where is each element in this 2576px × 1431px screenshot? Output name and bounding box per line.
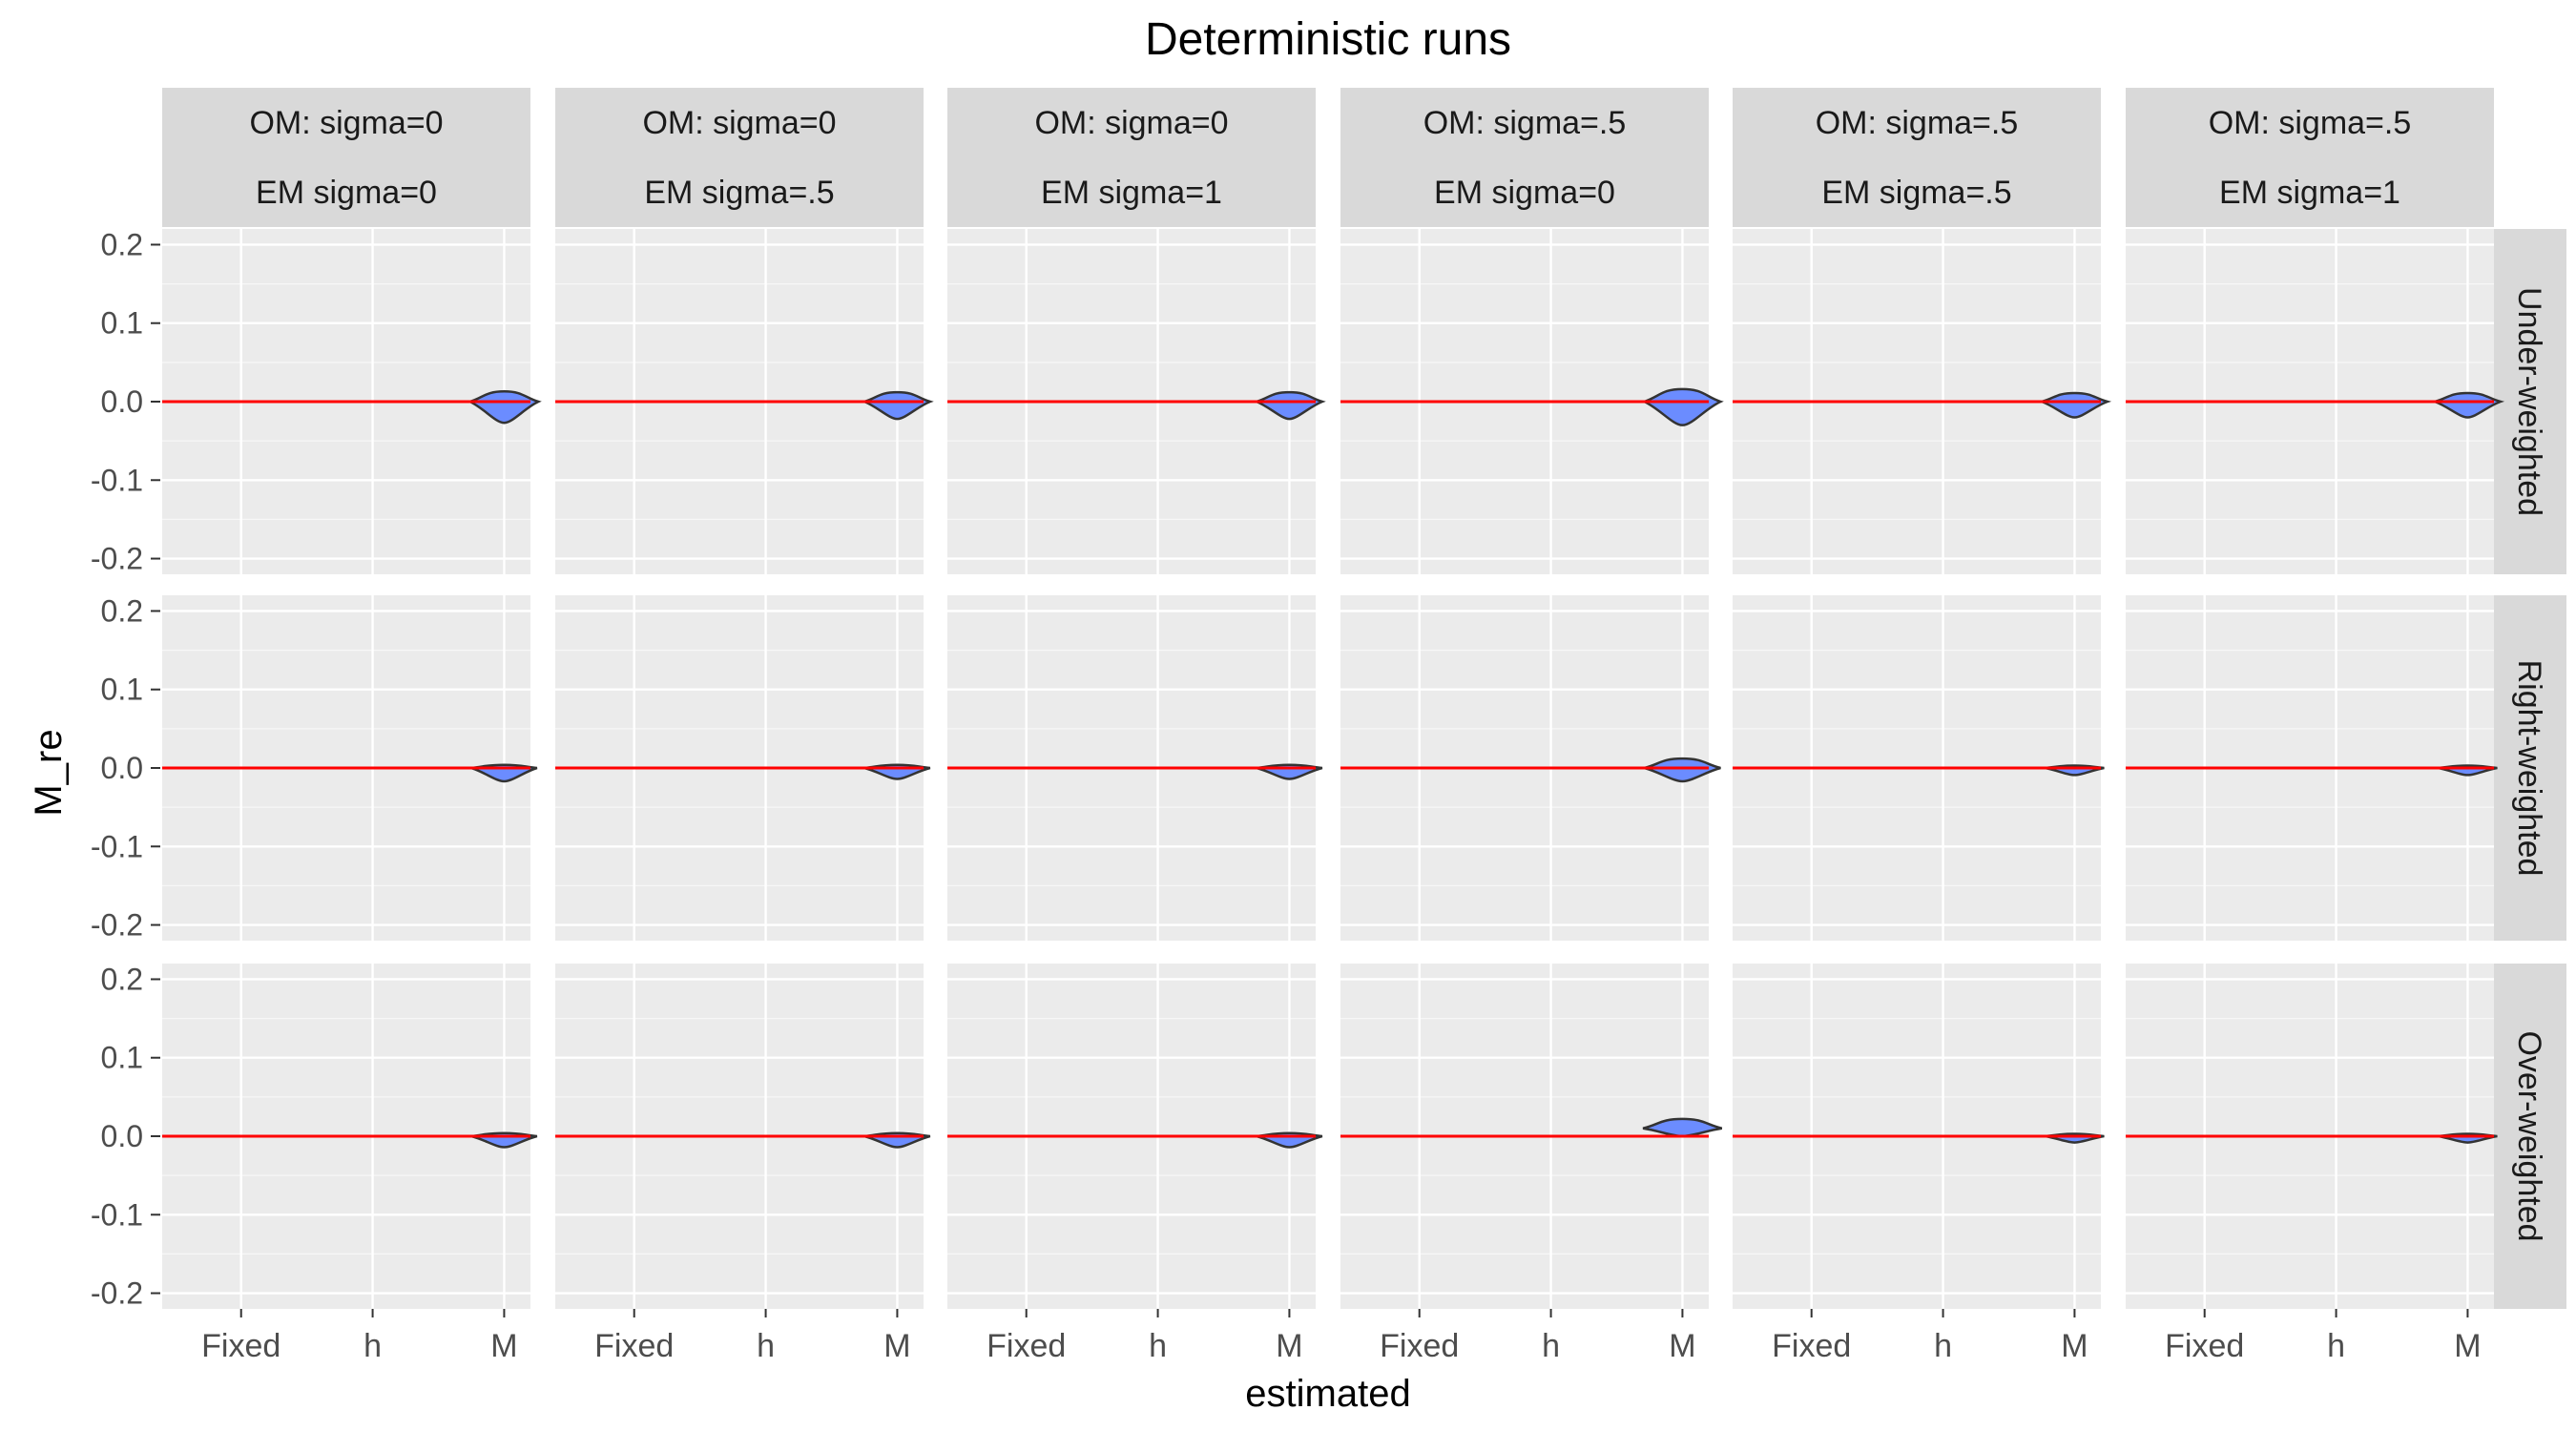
x-tick-label: h — [1542, 1328, 1560, 1364]
x-tick-label: M — [2061, 1328, 2088, 1364]
col-strip-em-label: EM sigma=.5 — [1821, 175, 2011, 211]
col-strip-em-label: EM sigma=0 — [256, 175, 437, 211]
x-tick-label: h — [757, 1328, 775, 1364]
x-tick-label: Fixed — [2165, 1328, 2244, 1364]
col-strip-em-label: EM sigma=0 — [1434, 175, 1615, 211]
x-tick-label: Fixed — [201, 1328, 280, 1364]
row-strip-label: Under-weighted — [2511, 287, 2547, 516]
row-strip-label: Right-weighted — [2511, 660, 2547, 877]
violin-m — [1253, 390, 1326, 421]
violin-m — [1641, 387, 1724, 426]
y-tick-label: 0.0 — [101, 751, 143, 785]
y-axis-title: M_re — [28, 729, 70, 816]
x-tick-label: Fixed — [987, 1328, 1066, 1364]
x-tick-label: M — [1276, 1328, 1302, 1364]
x-tick-label: h — [2327, 1328, 2345, 1364]
col-strip-om-label: OM: sigma=.5 — [1423, 105, 1627, 141]
col-strip-om-label: OM: sigma=0 — [642, 105, 836, 141]
violin-m — [2037, 391, 2112, 419]
y-tick-label: -0.1 — [91, 829, 143, 863]
col-strip-om-label: OM: sigma=.5 — [2209, 105, 2412, 141]
y-tick-label: -0.2 — [91, 542, 143, 576]
x-tick-label: Fixed — [1380, 1328, 1459, 1364]
y-tick-label: 0.2 — [101, 962, 143, 996]
x-tick-label: M — [2454, 1328, 2481, 1364]
x-tick-label: h — [1934, 1328, 1952, 1364]
x-tick-label: M — [883, 1328, 910, 1364]
y-tick-label: 0.0 — [101, 1119, 143, 1153]
y-tick-label: 0.1 — [101, 306, 143, 341]
col-strip-em-label: EM sigma=.5 — [644, 175, 834, 211]
violin-m — [1644, 757, 1721, 783]
x-tick-label: h — [364, 1328, 382, 1364]
y-tick-label: -0.1 — [91, 463, 143, 497]
y-tick-label: 0.1 — [101, 1041, 143, 1075]
y-tick-label: -0.2 — [91, 1276, 143, 1311]
y-tick-label: 0.2 — [101, 227, 143, 261]
x-tick-label: Fixed — [1772, 1328, 1851, 1364]
violin-m — [2430, 391, 2505, 419]
x-tick-label: Fixed — [594, 1328, 674, 1364]
x-tick-label: h — [1149, 1328, 1167, 1364]
col-strip — [555, 88, 924, 227]
x-axis-title: estimated — [1245, 1373, 1410, 1415]
y-tick-label: -0.2 — [91, 908, 143, 943]
y-tick-label: 0.1 — [101, 673, 143, 707]
col-strip — [1733, 88, 2101, 227]
chart-title: Deterministic runs — [1145, 14, 1511, 65]
violin-m — [467, 390, 542, 425]
x-tick-label: M — [1669, 1328, 1695, 1364]
col-strip-om-label: OM: sigma=0 — [249, 105, 443, 141]
facet-panels: OM: sigma=0 EM sigma=0 OM: sigma=0 EM sigma… — [91, 88, 2566, 1364]
col-strip-om-label: OM: sigma=.5 — [1816, 105, 2019, 141]
col-strip — [1340, 88, 1709, 227]
col-strip — [162, 88, 530, 227]
row-strip — [2494, 964, 2566, 1309]
col-strip — [947, 88, 1316, 227]
x-tick-label: M — [490, 1328, 517, 1364]
col-strip-em-label: EM sigma=1 — [1041, 175, 1222, 211]
violin-m — [861, 390, 934, 421]
col-strip-em-label: EM sigma=1 — [2219, 175, 2400, 211]
y-tick-label: -0.1 — [91, 1197, 143, 1232]
y-tick-label: 0.0 — [101, 384, 143, 419]
row-strip-label: Over-weighted — [2511, 1030, 2547, 1241]
y-tick-label: 0.2 — [101, 593, 143, 628]
row-strip — [2494, 229, 2566, 574]
row-strip — [2494, 595, 2566, 941]
col-strip — [2126, 88, 2494, 227]
col-strip-om-label: OM: sigma=0 — [1034, 105, 1228, 141]
